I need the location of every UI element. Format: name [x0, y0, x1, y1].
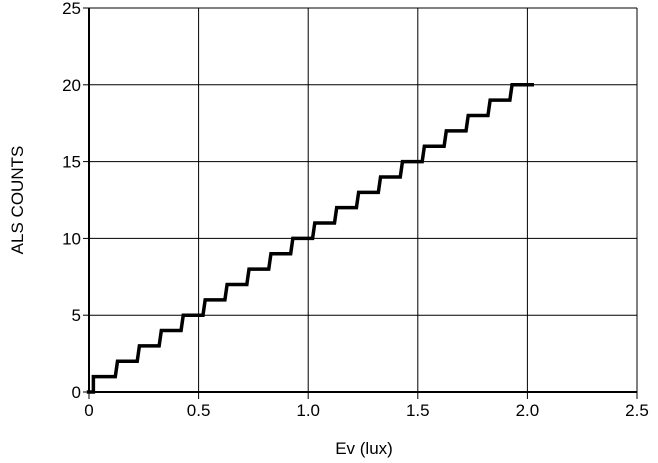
- y-tick-label-5: 25: [62, 0, 81, 18]
- y-tick-label-4: 20: [62, 76, 81, 95]
- y-tick-label-2: 10: [62, 229, 81, 248]
- y-tick-label-3: 15: [62, 153, 81, 172]
- y-tick-label-1: 5: [72, 306, 81, 325]
- axes: [83, 7, 638, 399]
- series-line-0: [86, 83, 534, 394]
- x-axis-label: Ev (lux): [335, 439, 393, 458]
- grid: [89, 7, 638, 392]
- tick-labels: 0 0.5 1.0 1.5 2.0 2.5 0 5 10 15 20 25: [62, 0, 649, 420]
- x-tick-label-0: 0: [84, 401, 93, 420]
- x-tick-label-4: 2.0: [516, 401, 540, 420]
- x-tick-label-1: 0.5: [187, 401, 211, 420]
- x-tick-label-5: 2.5: [625, 401, 649, 420]
- y-axis-label: ALS COUNTS: [8, 146, 27, 255]
- x-tick-label-3: 1.5: [406, 401, 430, 420]
- y-tick-label-0: 0: [72, 383, 81, 402]
- x-tick-label-2: 1.0: [296, 401, 320, 420]
- series: [86, 83, 534, 394]
